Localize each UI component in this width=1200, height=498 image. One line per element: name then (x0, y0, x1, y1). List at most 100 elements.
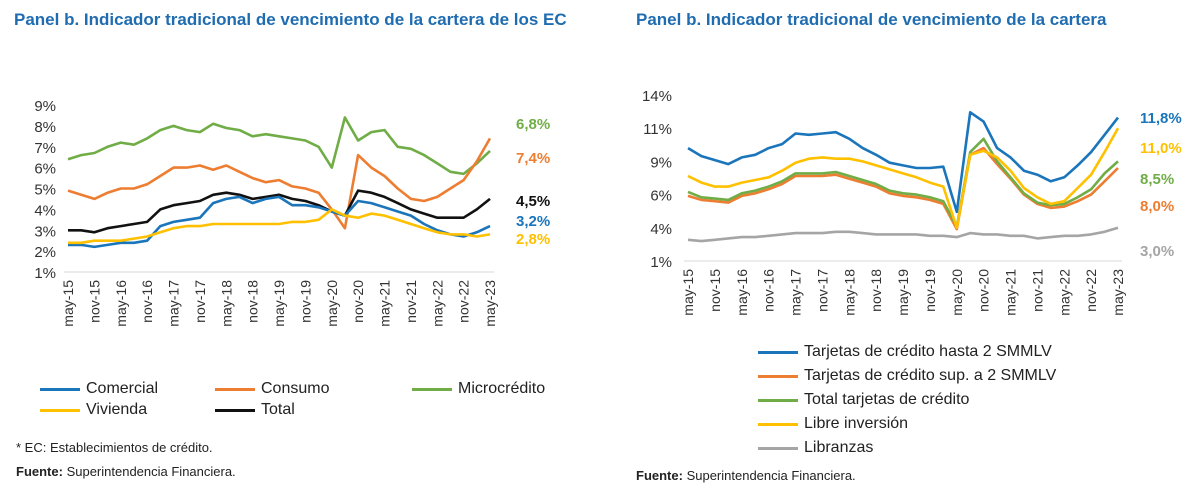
y-tick-label: 1% (34, 265, 56, 282)
x-tick-label: may-21 (377, 280, 393, 327)
source-label: Fuente: (636, 468, 683, 483)
x-tick-label: may-22 (1056, 269, 1072, 316)
legend-label: Libre inversión (804, 415, 909, 432)
x-tick-label: nov-19 (922, 269, 938, 312)
y-tick-label: 11% (643, 121, 672, 138)
end-value-label: 4,5% (516, 193, 550, 210)
end-value-label: 2,8% (516, 231, 550, 248)
legend-swatch (215, 408, 255, 412)
source-text: Superintendencia Financiera. (682, 468, 856, 483)
x-tick-label: may-17 (166, 280, 182, 327)
x-tick-label: nov-16 (139, 280, 155, 323)
x-tick-label: nov-19 (297, 280, 313, 323)
end-value-label: 3,2% (516, 213, 550, 230)
end-value-label: 8,5% (1140, 171, 1174, 188)
series-line-tarjetas-de-cr-dito-sup-a-2-smmlv (687, 146, 1119, 231)
legend-item-microcredito: Microcrédito (412, 380, 545, 398)
right-source: Fuente: Superintendencia Financiera. (636, 468, 856, 483)
legend-item-vivienda: Vivienda (40, 401, 147, 419)
legend-item-comercial: Comercial (40, 380, 158, 398)
legend-label: Tarjetas de crédito hasta 2 SMMLV (804, 343, 1052, 360)
legend-swatch (758, 374, 798, 378)
legend-swatch (758, 350, 798, 354)
x-tick-label: may-19 (895, 269, 911, 316)
y-tick-label: 6% (650, 188, 672, 205)
legend-label: Microcrédito (458, 380, 546, 397)
series-line-vivienda (68, 208, 491, 245)
source-label: Fuente: (16, 464, 63, 479)
y-tick-label: 3% (34, 223, 56, 240)
x-tick-label: may-21 (1003, 269, 1019, 316)
legend-item-total-tc: Total tarjetas de crédito (758, 391, 969, 409)
legend-label: Vivienda (86, 401, 148, 418)
y-tick-label: 9% (34, 98, 56, 115)
legend-item-libre-inversion: Libre inversión (758, 415, 908, 433)
legend-label: Comercial (86, 380, 159, 397)
right-chart-title: Panel b. Indicador tradicional de vencim… (636, 10, 1107, 29)
x-tick-label: may-20 (324, 280, 340, 327)
y-tick-label: 4% (34, 202, 56, 219)
legend-label: Consumo (261, 380, 330, 397)
x-tick-label: may-22 (429, 280, 445, 327)
legend-swatch (412, 387, 452, 391)
legend-swatch (758, 446, 798, 450)
legend-item-libranzas: Libranzas (758, 439, 873, 457)
x-tick-label: nov-18 (245, 280, 261, 323)
legend-label: Tarjetas de crédito sup. a 2 SMMLV (804, 367, 1057, 384)
end-value-label: 6,8% (516, 116, 550, 133)
legend-item-tc-sup-2: Tarjetas de crédito sup. a 2 SMMLV (758, 367, 1056, 385)
x-tick-label: nov-21 (1029, 269, 1045, 312)
y-tick-label: 9% (650, 154, 672, 171)
source-text: Superintendencia Financiera. (62, 464, 236, 479)
series-line-tarjetas-de-cr-dito-hasta-2-smmlv (687, 111, 1120, 214)
y-tick-label: 14% (642, 88, 672, 105)
x-tick-label: nov-16 (761, 269, 777, 312)
series-line-libranzas (687, 226, 1119, 243)
x-tick-label: may-15 (60, 280, 76, 327)
x-tick-label: may-23 (482, 280, 498, 327)
end-value-label: 11,0% (1140, 140, 1182, 157)
y-tick-label: 1% (650, 254, 672, 271)
x-tick-label: may-16 (734, 269, 750, 316)
legend-swatch (758, 422, 798, 426)
legend-item-tc-hasta-2: Tarjetas de crédito hasta 2 SMMLV (758, 343, 1052, 361)
legend-label: Total tarjetas de crédito (804, 391, 970, 408)
x-tick-label: may-18 (841, 269, 857, 316)
x-tick-label: may-16 (113, 280, 129, 327)
y-tick-label: 7% (34, 140, 56, 157)
left-chart-title: Panel b. Indicador tradicional de vencim… (14, 10, 567, 29)
y-tick-label: 8% (34, 119, 56, 136)
series-line-total-tarjetas-de-cr-dito (687, 137, 1119, 228)
x-tick-label: may-18 (218, 280, 234, 327)
series-line-total (68, 189, 491, 234)
x-tick-label: nov-18 (868, 269, 884, 312)
x-tick-label: nov-17 (814, 269, 830, 312)
end-value-label: 3,0% (1140, 243, 1174, 260)
series-line-consumo (67, 137, 492, 230)
y-tick-label: 6% (34, 161, 56, 178)
x-tick-label: may-23 (1110, 269, 1126, 316)
x-tick-label: nov-17 (192, 280, 208, 323)
legend-swatch (40, 387, 80, 391)
x-tick-label: may-20 (949, 269, 965, 316)
x-tick-label: nov-21 (403, 280, 419, 323)
y-tick-label: 5% (34, 182, 56, 199)
legend-item-total: Total (215, 401, 295, 419)
x-tick-label: nov-20 (350, 280, 366, 323)
series-line-libre-inversi-n (687, 127, 1120, 230)
x-tick-label: may-19 (271, 280, 287, 327)
end-value-label: 8,0% (1140, 198, 1174, 215)
legend-item-consumo: Consumo (215, 380, 329, 398)
x-tick-label: nov-22 (1083, 269, 1099, 312)
x-tick-label: may-17 (788, 269, 804, 316)
end-value-label: 11,8% (1140, 110, 1182, 127)
legend-swatch (215, 387, 255, 391)
legend-label: Libranzas (804, 439, 874, 456)
x-tick-label: nov-15 (86, 280, 102, 323)
end-value-label: 7,4% (516, 150, 550, 167)
series-line-comercial (68, 195, 491, 249)
footnote: * EC: Establecimientos de crédito. (16, 440, 213, 455)
x-tick-label: nov-22 (456, 280, 472, 323)
